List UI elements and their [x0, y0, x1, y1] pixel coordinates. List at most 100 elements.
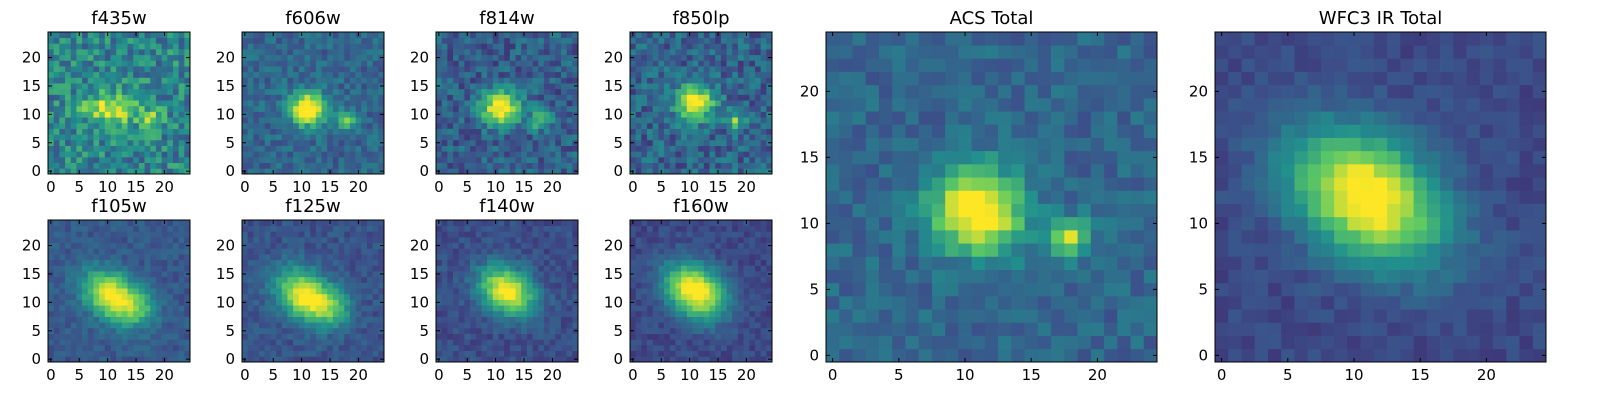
heatmap-cell: [481, 100, 488, 107]
heatmap-cell: [366, 111, 373, 118]
heatmap-cell: [481, 43, 488, 50]
heatmap-cell: [53, 94, 60, 101]
heatmap-cell: [82, 139, 89, 146]
heatmap-cell: [264, 356, 271, 363]
heatmap-cell: [692, 43, 699, 50]
heatmap-cell: [349, 71, 356, 78]
heatmap-cell: [361, 156, 368, 163]
heatmap-cell: [287, 220, 294, 227]
heatmap-cell: [532, 282, 539, 289]
heatmap-cell: [715, 122, 722, 129]
heatmap-cell: [669, 344, 676, 351]
heatmap-cell: [504, 259, 511, 266]
heatmap-cell: [53, 77, 60, 84]
heatmap-cell: [709, 54, 716, 61]
heatmap-cell: [116, 145, 123, 152]
heatmap-cell: [332, 288, 339, 295]
heatmap-cell: [276, 339, 283, 346]
heatmap-cell: [647, 139, 654, 146]
heatmap-cell: [127, 128, 134, 135]
heatmap-cell: [475, 293, 482, 300]
heatmap-cell: [760, 37, 767, 44]
heatmap-cell: [349, 237, 356, 244]
heatmap-cell: [127, 49, 134, 56]
heatmap-cell: [560, 265, 567, 272]
heatmap-cell: [526, 37, 533, 44]
heatmap-cell: [470, 282, 477, 289]
heatmap-cell: [464, 237, 471, 244]
heatmap-cell: [178, 162, 185, 169]
heatmap-cell: [447, 37, 454, 44]
heatmap-cell: [327, 66, 334, 73]
heatmap-cell: [310, 32, 317, 39]
heatmap-cell: [681, 94, 688, 101]
heatmap-cell: [447, 49, 454, 56]
heatmap-cell: [310, 344, 317, 351]
heatmap-cell: [720, 162, 727, 169]
heatmap-cell: [760, 288, 767, 295]
heatmap-cell: [304, 88, 311, 95]
heatmap-cell: [475, 88, 482, 95]
heatmap-cell: [703, 37, 710, 44]
heatmap-cell: [355, 265, 362, 272]
heatmap-cell: [760, 71, 767, 78]
heatmap-cell: [121, 254, 128, 261]
heatmap-cell: [327, 60, 334, 67]
heatmap-cell: [82, 339, 89, 346]
heatmap-cell: [247, 305, 254, 312]
heatmap-cell: [458, 128, 465, 135]
heatmap-cell: [532, 134, 539, 141]
heatmap-cell: [99, 350, 106, 357]
heatmap-cell: [349, 271, 356, 278]
heatmap-cell: [675, 344, 682, 351]
heatmap-cell: [447, 139, 454, 146]
heatmap-cell: [498, 117, 505, 124]
heatmap-cell: [76, 333, 83, 340]
heatmap-cell: [549, 333, 556, 340]
heatmap-cell: [99, 43, 106, 50]
heatmap-cell: [504, 77, 511, 84]
heatmap-cell: [709, 322, 716, 329]
heatmap-cell: [110, 282, 117, 289]
heatmap-cell: [526, 231, 533, 238]
heatmap-cell: [521, 322, 528, 329]
heatmap-cell: [116, 293, 123, 300]
heatmap-cell: [749, 310, 756, 317]
heatmap-cell: [321, 43, 328, 50]
heatmap-cell: [321, 339, 328, 346]
heatmap-cell: [526, 117, 533, 124]
heatmap-cell: [338, 151, 345, 158]
heatmap-cell: [133, 111, 140, 118]
heatmap-cell: [161, 100, 168, 107]
heatmap-cell: [150, 293, 157, 300]
heatmap-cell: [566, 316, 573, 323]
heatmap-cell: [566, 310, 573, 317]
heatmap-cell: [327, 282, 334, 289]
heatmap-cell: [133, 139, 140, 146]
heatmap-cell: [270, 293, 277, 300]
heatmap-cell: [464, 242, 471, 249]
heatmap-cell: [509, 54, 516, 61]
heatmap-cell: [178, 288, 185, 295]
heatmap-cell: [293, 60, 300, 67]
heatmap-cell: [247, 237, 254, 244]
heatmap-cell: [475, 305, 482, 312]
heatmap-cell: [104, 282, 111, 289]
heatmap-cell: [65, 77, 72, 84]
heatmap-cell: [349, 49, 356, 56]
heatmap-cell: [475, 83, 482, 90]
heatmap-cell: [167, 293, 174, 300]
heatmap-cell: [155, 32, 162, 39]
heatmap-cell: [572, 288, 579, 295]
heatmap-cell: [270, 299, 277, 306]
heatmap-cell: [281, 162, 288, 169]
heatmap-cell: [481, 265, 488, 272]
heatmap-cell: [150, 66, 157, 73]
heatmap-cell: [167, 122, 174, 129]
heatmap-cell: [287, 344, 294, 351]
heatmap-cell: [155, 293, 162, 300]
heatmap-cell: [475, 350, 482, 357]
heatmap-cell: [281, 128, 288, 135]
heatmap-cell: [566, 139, 573, 146]
heatmap-cell: [526, 322, 533, 329]
